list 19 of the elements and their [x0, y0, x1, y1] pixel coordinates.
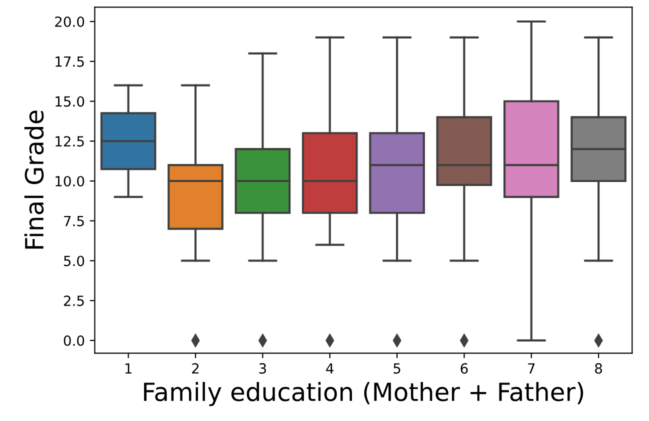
y-tick-label: 10.0: [56, 176, 84, 186]
x-tick-label: 1: [125, 363, 132, 374]
y-tick-label: 12.5: [56, 136, 84, 147]
x-tick-label: 3: [259, 363, 266, 374]
y-tick-label: 15.0: [56, 96, 84, 107]
x-axis-title: Family education (Mother + Father): [144, 382, 584, 406]
y-tick-label: 5.0: [64, 256, 84, 266]
x-tick-label: 7: [528, 363, 535, 374]
x-tick-label: 2: [192, 363, 199, 374]
y-tick-label: 0.0: [64, 335, 84, 346]
x-tick-label: 4: [326, 363, 334, 374]
x-tick-label: 8: [595, 363, 602, 374]
x-tick-label: 6: [460, 363, 468, 374]
y-tick-label: 17.5: [56, 56, 84, 67]
y-tick-label: 2.5: [64, 296, 84, 306]
x-tick-label: 5: [394, 363, 400, 374]
y-axis-title: Final Grade: [24, 110, 44, 249]
y-tick-label: 7.5: [64, 216, 84, 226]
y-tick-label: 20.0: [55, 16, 84, 27]
